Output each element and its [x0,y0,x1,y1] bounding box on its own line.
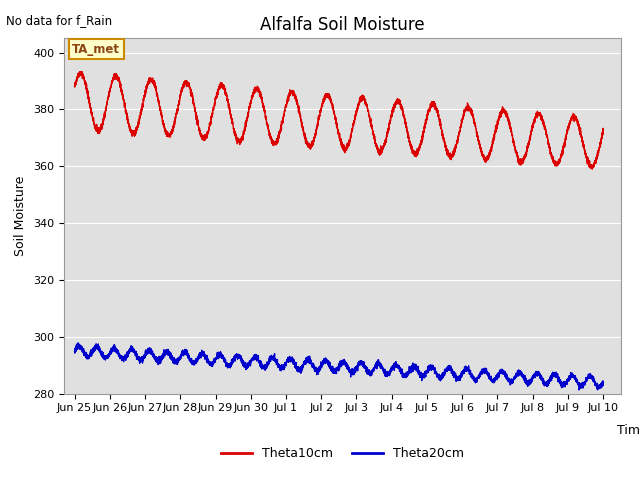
Legend: Theta10cm, Theta20cm: Theta10cm, Theta20cm [216,443,469,466]
Title: Alfalfa Soil Moisture: Alfalfa Soil Moisture [260,16,425,34]
Text: TA_met: TA_met [72,43,120,56]
X-axis label: Time: Time [616,424,640,437]
Text: No data for f_Rain: No data for f_Rain [6,14,113,27]
Y-axis label: Soil Moisture: Soil Moisture [15,176,28,256]
